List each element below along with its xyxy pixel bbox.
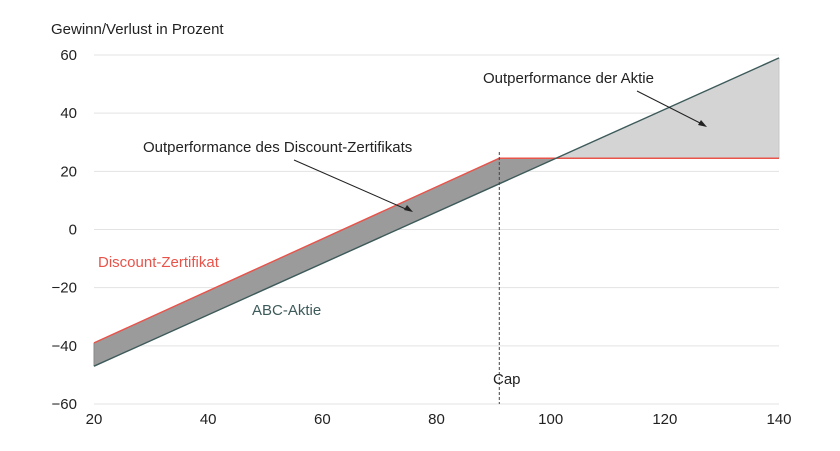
y-tick-label: −20 bbox=[52, 280, 77, 297]
annotation-discount-outperformance: Outperformance des Discount-Zertifikats bbox=[143, 139, 412, 156]
series-line-abc-aktie bbox=[93, 57, 780, 367]
annotation-arrow-discount bbox=[293, 159, 409, 211]
y-tick-label: 40 bbox=[60, 105, 77, 122]
y-tick-label: 20 bbox=[60, 163, 77, 180]
ticks: 60 40 20 0 −20 −40 −60 20 40 60 80 100 120 140 bbox=[52, 47, 792, 428]
series-label-discount-zertifikat: Discount-Zertifikat bbox=[98, 254, 220, 271]
x-tick-label: 40 bbox=[200, 411, 217, 428]
y-tick-label: −60 bbox=[52, 396, 77, 413]
annotation-arrowhead-discount bbox=[404, 205, 413, 212]
annotation-stock-outperformance: Outperformance der Aktie bbox=[483, 70, 654, 87]
annotation-arrow-stock bbox=[636, 90, 703, 125]
x-tick-label: 20 bbox=[86, 411, 103, 428]
annotation-arrowhead-stock bbox=[698, 120, 707, 127]
y-tick-label: −40 bbox=[52, 338, 77, 355]
y-axis-label: Gewinn/Verlust in Prozent bbox=[51, 21, 224, 38]
series bbox=[93, 57, 780, 367]
y-tick-label: 0 bbox=[69, 222, 77, 239]
annotations bbox=[293, 90, 707, 212]
x-tick-label: 60 bbox=[314, 411, 331, 428]
x-tick-label: 100 bbox=[538, 411, 563, 428]
cap-label: Cap bbox=[493, 371, 521, 388]
series-label-abc-aktie: ABC-Aktie bbox=[252, 302, 321, 319]
grid bbox=[94, 54, 779, 405]
x-tick-label: 120 bbox=[652, 411, 677, 428]
x-tick-label: 140 bbox=[766, 411, 791, 428]
y-tick-label: 60 bbox=[60, 47, 77, 64]
x-tick-label: 80 bbox=[428, 411, 445, 428]
